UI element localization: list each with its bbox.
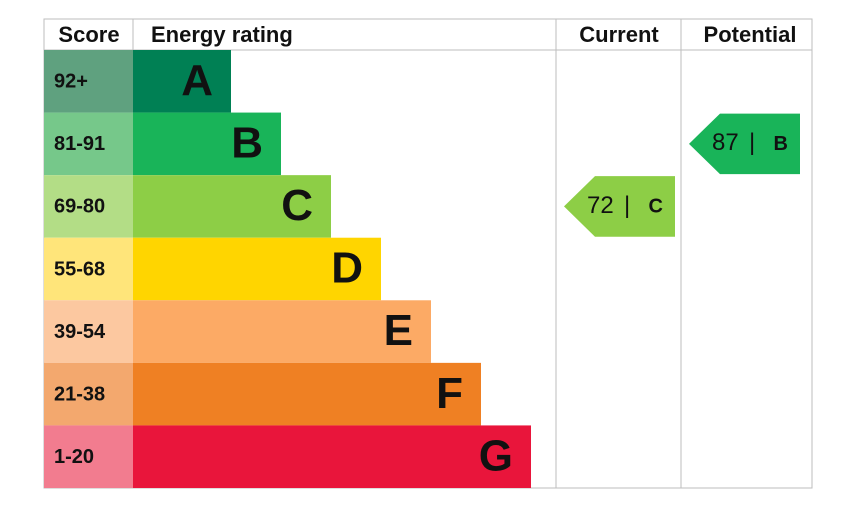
current-rating-shape <box>564 176 675 237</box>
rating-letter: C <box>281 181 313 230</box>
rating-bar <box>133 300 431 363</box>
score-range: 92+ <box>54 71 88 93</box>
rating-bar <box>133 50 231 113</box>
rating-bar <box>133 237 381 301</box>
potential-rating-letter: B <box>774 133 788 155</box>
current-rating-letter: C <box>649 196 663 218</box>
rating-bar <box>133 175 331 238</box>
current-rating: 72 | C <box>564 176 675 237</box>
score-cell <box>44 300 133 363</box>
rating-letter: G <box>479 431 513 480</box>
rating-letter: F <box>436 369 463 418</box>
rating-bar <box>133 112 281 176</box>
score-range: 39-54 <box>54 321 106 343</box>
rating-letter: B <box>231 118 263 167</box>
rating-letter: D <box>331 244 363 293</box>
header-potential: Potential <box>704 22 797 47</box>
header-current: Current <box>579 22 659 47</box>
potential-rating-value: 87 <box>712 129 739 156</box>
score-cell <box>44 175 133 238</box>
header-score: Score <box>58 22 119 47</box>
score-cell <box>44 112 133 176</box>
score-range: 1-20 <box>54 446 94 468</box>
rating-bar <box>133 362 481 426</box>
score-range: 81-91 <box>54 133 105 155</box>
rating-letter: E <box>384 306 413 355</box>
score-cell <box>44 50 133 113</box>
score-range: 55-68 <box>54 258 105 280</box>
rating-bar <box>133 425 531 488</box>
potential-rating-separator: | <box>749 129 755 156</box>
current-rating-value: 72 <box>587 192 614 219</box>
score-cell <box>44 237 133 301</box>
score-range: 21-38 <box>54 383 105 405</box>
rating-letter: A <box>181 56 213 105</box>
header-energy-rating: Energy rating <box>151 22 293 47</box>
score-range: 69-80 <box>54 196 105 218</box>
potential-rating: 87 | B <box>689 113 800 175</box>
score-cell <box>44 425 133 488</box>
score-cell <box>44 362 133 426</box>
potential-rating-shape <box>689 113 800 175</box>
current-rating-separator: | <box>624 192 630 219</box>
